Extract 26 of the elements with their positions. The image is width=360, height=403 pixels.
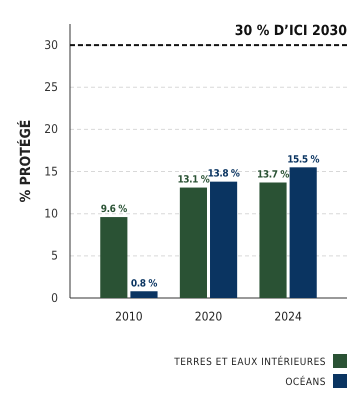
data-label: 9.6 % [100,204,128,216]
ref-line-label: 30 % D’ICI 2030 [234,23,348,40]
data-label: 13.8 % [208,168,240,180]
y-tick-label: 15 [44,164,58,178]
bar [259,182,287,298]
y-tick-label: 10 [44,206,58,221]
data-label: 0.8 % [130,278,158,290]
x-tick-label: 2020 [194,310,222,324]
y-tick-label: 25 [44,80,58,94]
bar [290,167,317,298]
y-tick-label: 30 [44,38,58,52]
y-tick-label: 0 [51,290,58,305]
data-label: 13.7 % [257,170,290,180]
y-axis-title: % PROTÉGÉ [17,120,34,202]
legend-label: TERRES ET EAUX INTÉRIEURES [173,355,326,368]
data-label: 13.1 % [177,174,210,186]
legend-label: OCÉANS [285,375,326,388]
bar [180,188,207,298]
x-tick-label: 2024 [274,310,302,324]
bar [100,217,128,298]
x-tick-label: 2010 [115,310,143,324]
y-tick-label: 20 [44,122,58,136]
data-label: 15.5 % [287,154,320,166]
bar [210,182,238,298]
y-tick-label: 5 [51,248,58,263]
bar [130,291,158,298]
